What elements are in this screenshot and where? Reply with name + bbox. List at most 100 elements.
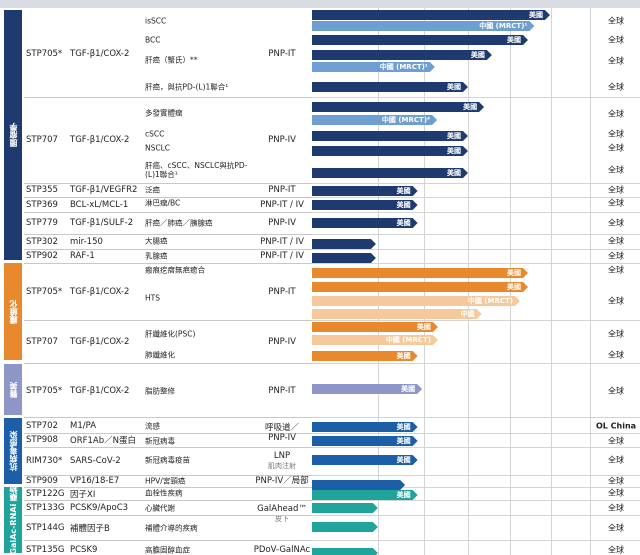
region-label: 全球	[608, 265, 624, 275]
row-divider	[312, 500, 640, 501]
row-divider	[312, 515, 640, 516]
row-divider	[312, 97, 640, 98]
phase-gridline	[510, 8, 511, 555]
program-row	[24, 249, 312, 264]
indication-name: 肝纖維化(PSC)	[145, 329, 196, 339]
region-label: 全球	[608, 16, 624, 25]
program-target: TGF-β1/SULF-2	[70, 218, 134, 228]
region-label: 全球	[608, 455, 624, 465]
program-target: PCSK9/ApoC3	[70, 502, 129, 513]
program-target: TGF-β1/COX-2	[70, 48, 130, 59]
phase-progress-bar: 美國	[312, 200, 418, 210]
phase-gridline	[590, 8, 591, 555]
indication-name: 高膽固醇血症	[145, 545, 190, 555]
region-label: 全球	[608, 329, 624, 338]
category-label-fibrosis: 纖維化	[4, 263, 22, 360]
indication-name: 流感	[145, 421, 160, 431]
program-row	[24, 10, 312, 98]
region-label: 全球	[608, 82, 624, 92]
program-target: TGF-β1/COX-2	[70, 135, 130, 145]
program-row	[24, 263, 312, 321]
phase-progress-bar: 美國	[312, 102, 484, 112]
phase-progress-bar	[312, 253, 376, 263]
phase-progress-bar: 中國	[312, 309, 482, 319]
program-row	[24, 97, 312, 184]
row-divider	[312, 212, 640, 213]
program-target: RAF-1	[70, 251, 95, 261]
program-target: TGF-β1/COX-2	[70, 385, 130, 396]
region-label: 全球	[608, 129, 624, 139]
program-target: mir-150	[70, 236, 103, 247]
indication-name: 肝癌，與抗PD-(L)1聯合¹	[145, 82, 229, 92]
program-code: STP135G	[26, 545, 65, 555]
delivery-line: PNP-IT / IV	[260, 236, 304, 247]
region-label: 全球	[608, 296, 624, 305]
delivery-method: PNP-IV	[252, 97, 312, 183]
row-divider	[312, 540, 640, 541]
row-divider	[312, 263, 640, 264]
program-row	[24, 183, 312, 198]
region-label: 全球	[608, 386, 624, 396]
region-label: 全球	[608, 350, 624, 360]
category-text: 醫美	[8, 381, 18, 398]
indication-name: 乳腺癌	[145, 251, 168, 261]
delivery-line: PNP-IV	[268, 432, 296, 443]
delivery-method: PNP-IV	[252, 212, 312, 234]
category-text: GalAc-RNAi 藥物	[8, 485, 18, 555]
program-row	[24, 500, 312, 516]
delivery-method: PDoV-GalNAc	[252, 540, 312, 555]
delivery-line: PNP-IT / IV	[260, 199, 304, 210]
region-label: 全球	[608, 56, 624, 66]
delivery-line: PNP-IV	[268, 336, 296, 347]
category-text: 纖維化	[8, 299, 18, 324]
delivery-method: 呼吸道／ PNP-IV	[252, 418, 312, 447]
indication-name: 大腸癌	[145, 236, 168, 246]
program-code: STP908	[26, 435, 58, 445]
program-row	[24, 487, 312, 501]
region-label: OL China	[595, 421, 637, 431]
phase-progress-bar: 美國	[312, 436, 418, 446]
phase-progress-bar: 中國 (MRCT)¹	[312, 21, 534, 31]
row-divider	[312, 183, 640, 184]
program-target: 因子XI	[70, 489, 96, 500]
category-label-oncology: 腫瘤學	[4, 10, 22, 260]
program-row	[24, 475, 312, 488]
phase-progress-bar	[312, 480, 405, 490]
delivery-line: 肌肉注射	[268, 462, 296, 470]
region-label: 全球	[608, 109, 624, 118]
phase-progress-bar: 中國 (MRCT)¹	[312, 62, 435, 72]
program-code: STP144G	[26, 522, 65, 533]
program-target: PCSK9	[70, 545, 98, 555]
delivery-line: PNP-IT	[268, 185, 296, 195]
program-target: 補體因子B	[70, 523, 110, 534]
delivery-line: PNP-IT	[268, 286, 296, 297]
program-code: STP302	[26, 236, 58, 247]
program-row	[24, 320, 312, 364]
program-target: VP16/18-E7	[70, 476, 120, 486]
delivery-line: LNP	[273, 451, 291, 461]
row-divider	[312, 320, 640, 321]
program-row	[24, 433, 312, 448]
indication-name: cSCC	[145, 129, 165, 139]
delivery-method: PNP-IV／局部	[252, 475, 312, 487]
region-label: 全球	[608, 436, 624, 446]
indication-name: HTS	[145, 293, 160, 303]
delivery-line: GalAhead™	[257, 503, 307, 514]
row-divider	[312, 487, 640, 488]
phase-progress-bar	[312, 239, 376, 249]
phase-progress-bar: 美國	[312, 490, 418, 500]
indication-name: 血栓性疾病	[145, 488, 183, 498]
delivery-line: 呼吸道／	[264, 422, 299, 433]
category-label-antiviral: 抗病毒感染	[4, 418, 22, 484]
category-text: 腫瘤學	[8, 123, 18, 147]
header-band	[0, 0, 640, 8]
phase-gridline	[551, 8, 552, 555]
phase-progress-bar: 中國 (MRCT)⁴	[312, 115, 437, 125]
indication-name: 瘢痕疙瘩無疤癒合	[145, 265, 205, 275]
program-code: STP705*	[26, 286, 63, 297]
region-label: 全球	[608, 185, 624, 195]
phase-progress-bar: 美國	[312, 82, 468, 92]
delivery-line: 皮下	[275, 514, 289, 523]
phase-progress-bar: 美國	[312, 186, 418, 196]
phase-progress-bar: 美國	[312, 218, 418, 228]
